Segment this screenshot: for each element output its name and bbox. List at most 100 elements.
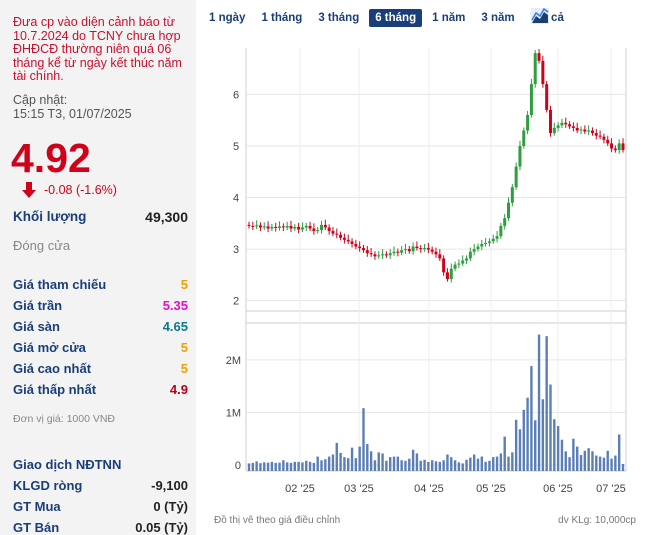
tab-1-day[interactable]: 1 ngày: [209, 12, 246, 24]
volume-bar: [324, 459, 327, 471]
volume-bar: [545, 336, 548, 471]
time-tick-label: 03 '25: [344, 483, 374, 495]
candle: [442, 255, 446, 276]
candle: [373, 251, 377, 260]
candle: [419, 244, 423, 253]
volume-bar: [347, 458, 350, 471]
candle: [468, 247, 472, 261]
tab-1-month[interactable]: 1 tháng: [261, 12, 303, 24]
time-tick-label: 02 '25: [285, 483, 315, 495]
volume-bar: [526, 397, 529, 471]
candle: [251, 221, 255, 231]
volume-bar: [549, 384, 552, 471]
candle: [262, 222, 266, 231]
volume-bar: [568, 457, 571, 471]
volume-bar: [358, 446, 361, 471]
candle: [255, 220, 259, 230]
volume-bar: [392, 456, 396, 471]
tab-6-months[interactable]: 6 tháng: [369, 9, 423, 27]
arrow-down-icon: [22, 182, 36, 198]
candle: [274, 222, 278, 232]
volume-bar: [492, 457, 495, 471]
candle: [445, 268, 449, 282]
volume-bar: [362, 408, 365, 471]
candle: [453, 261, 457, 272]
area-chart-icon[interactable]: [531, 8, 549, 24]
candle: [327, 224, 331, 235]
volume-bar: [484, 461, 487, 471]
volume-bar: [507, 456, 510, 471]
candle: [320, 220, 324, 234]
warning-text: Đưa cp vào diện cảnh báo từ 10.7.2024 do…: [13, 15, 182, 83]
volume-bar: [247, 463, 251, 471]
candle: [457, 259, 461, 269]
volume-tick-label: 0: [235, 460, 241, 472]
volume-bar: [423, 459, 426, 471]
volume-bar: [606, 450, 609, 471]
candle: [529, 78, 533, 118]
volume-bar: [396, 456, 400, 471]
candle: [594, 128, 598, 140]
volume-bar: [293, 461, 296, 471]
candle: [426, 242, 430, 254]
candle: [590, 127, 594, 136]
candle: [606, 135, 610, 146]
time-tick-label: 06 '25: [543, 483, 573, 495]
candle: [537, 49, 541, 64]
volume-tick-label: 2M: [226, 355, 241, 367]
candle: [377, 251, 381, 259]
candle: [438, 249, 442, 261]
volume-bar: [327, 456, 331, 471]
volume-bar: [465, 459, 468, 471]
volume-bar: [343, 457, 346, 471]
volume-bar: [305, 460, 308, 471]
candle: [507, 197, 511, 221]
volume-bar: [556, 426, 560, 471]
tab-1-year[interactable]: 1 năm: [432, 12, 466, 24]
candle: [312, 223, 316, 235]
candle: [556, 122, 560, 132]
quote-panel: Đưa cp vào diện cảnh báo từ 10.7.2024 do…: [0, 0, 196, 535]
price-tick-label: 6: [233, 89, 239, 101]
candle: [514, 162, 518, 190]
candle: [491, 234, 495, 244]
volume-bar: [457, 462, 461, 471]
tab-3-months[interactable]: 3 tháng: [318, 12, 360, 24]
candle: [617, 139, 621, 154]
candle: [369, 248, 373, 257]
candle: [331, 226, 335, 237]
volume-bar: [480, 456, 483, 471]
candle: [278, 221, 282, 231]
candle: [476, 243, 480, 252]
volume-bar: [430, 460, 434, 471]
time-tick-label: 04 '25: [414, 483, 444, 495]
volume-bar: [308, 461, 312, 471]
volume-bar: [591, 451, 594, 471]
session-status: Đóng cửa: [13, 238, 71, 253]
candle: [281, 223, 285, 232]
volume-bar: [400, 460, 403, 471]
candle: [430, 246, 434, 255]
volume-bar: [411, 449, 415, 471]
stat-row-ceiling: Giá trần 5.35: [13, 298, 188, 313]
volume-bar: [381, 453, 384, 471]
volume-bar: [255, 461, 258, 471]
candle: [541, 55, 545, 88]
volume-bar: [530, 366, 533, 471]
candle: [472, 243, 476, 256]
candle: [342, 233, 346, 244]
foreign-title: Giao dịch NĐTNN: [13, 457, 122, 472]
candle: [388, 249, 392, 259]
volume-bar: [514, 419, 518, 471]
volume-bar: [297, 461, 300, 471]
stat-row-low: Giá thấp nhất 4.9: [13, 382, 188, 397]
volume-bar: [617, 434, 621, 471]
volume-bar: [369, 451, 373, 471]
candle: [289, 220, 293, 233]
candle: [407, 246, 411, 254]
tab-3-years[interactable]: 3 năm: [481, 12, 515, 24]
volume-bar: [285, 462, 289, 471]
candle: [266, 221, 270, 233]
volume-bar: [339, 452, 342, 471]
